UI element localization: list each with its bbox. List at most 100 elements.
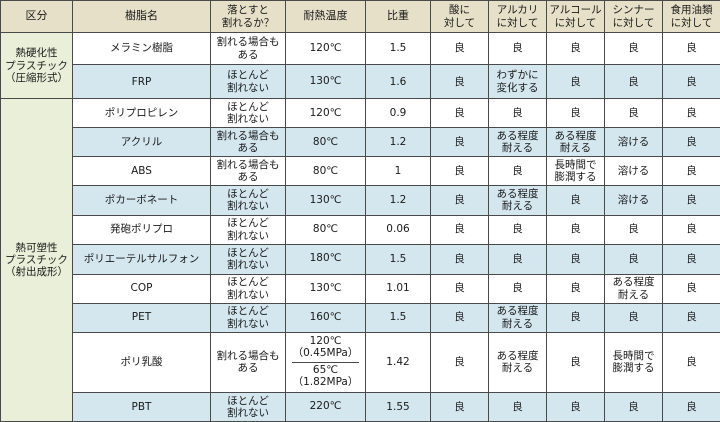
alcohol-resistance-cell-line1: 良 xyxy=(570,42,581,55)
header-drop-line1: 落とすと xyxy=(227,4,269,17)
drop-breakage-cell-line2: 割れない xyxy=(227,317,269,330)
heat-temperature-cell: 120℃ （0.45MPa） 65℃ （1.82MPa） xyxy=(285,331,366,393)
resin-name-cell-line1: ABS xyxy=(131,165,152,178)
resin-name-cell-line1: 発砲ポリプロ xyxy=(110,223,173,236)
resin-name-cell-line1: メラミン樹脂 xyxy=(110,42,173,55)
alcohol-resistance-cell: 良 xyxy=(546,98,605,129)
cooking-oil-resistance-cell-line1: 良 xyxy=(686,400,697,413)
specific-gravity-cell-line1: 0.06 xyxy=(386,223,410,236)
heat-temperature-part1: 80℃ xyxy=(312,164,339,177)
alkali-resistance-cell-line2: 耐える xyxy=(501,200,534,213)
alkali-resistance-cell-line2: 変化する xyxy=(496,81,539,94)
drop-breakage-cell: ほとんど 割れない xyxy=(210,391,286,422)
header-thinner-line1: シンナー xyxy=(612,4,655,17)
cooking-oil-resistance-cell: 良 xyxy=(662,64,720,100)
table-row: 熱可塑性 プラスチック （射出成形） ポリプロピレン ほとんど 割れない 120℃ 0.9 良良… xyxy=(0,98,720,422)
alcohol-resistance-cell: 長時間で 膨潤する xyxy=(546,156,605,187)
heat-temperature-cell: 160℃ xyxy=(285,302,366,333)
cooking-oil-resistance-cell-line1: 良 xyxy=(686,75,697,88)
drop-breakage-cell-line1: ほとんど xyxy=(227,305,269,318)
table-header-row: 区分 樹脂名 落とすと 割れるか？ 耐熱温度 比重 酸に 対して アルカリ に対… xyxy=(0,0,720,33)
alkali-resistance-cell: わずかに 変化する xyxy=(488,64,547,100)
alcohol-resistance-cell: 良 xyxy=(546,273,605,304)
cooking-oil-resistance-cell-line1: 良 xyxy=(686,252,697,265)
alkali-resistance-cell-line1: わずかに xyxy=(496,69,539,82)
resin-name-cell: ポカーボネート xyxy=(72,185,211,216)
heat-temperature-part1: 120℃ xyxy=(309,335,342,348)
alkali-resistance-cell: 良 xyxy=(488,98,547,129)
specific-gravity-cell: 1.5 xyxy=(365,31,431,66)
header-oil-line2: に対して xyxy=(670,16,713,29)
category-thermoset-line2: プラスチック xyxy=(5,59,68,72)
specific-gravity-cell: 1.2 xyxy=(365,185,431,216)
acid-resistance-cell-line1: 良 xyxy=(454,42,465,55)
drop-breakage-cell-line1: ほとんど xyxy=(227,188,269,201)
acid-resistance-cell-line1: 良 xyxy=(454,311,465,324)
heat-divider xyxy=(292,361,359,363)
drop-breakage-cell-line1: ほとんど xyxy=(227,101,269,114)
heat-temperature-part1: 130℃ xyxy=(309,281,342,294)
acid-resistance-cell-line1: 良 xyxy=(454,252,465,265)
drop-breakage-cell-line2: 割れない xyxy=(227,406,269,419)
alcohol-resistance-cell: 良 xyxy=(546,302,605,333)
alkali-resistance-cell-line1: 良 xyxy=(512,400,523,413)
specific-gravity-cell: 1.2 xyxy=(365,127,431,158)
heat-temperature-part1: 160℃ xyxy=(309,310,342,323)
resin-name-cell-line1: ポカーボネート xyxy=(104,194,179,207)
alcohol-resistance-cell: 良 xyxy=(546,185,605,216)
thinner-resistance-cell-line1: 良 xyxy=(628,107,639,120)
thinner-resistance-cell-line1: 良 xyxy=(628,42,639,55)
drop-breakage-cell: 割れる場合も ある xyxy=(210,31,286,66)
specific-gravity-cell: 1.55 xyxy=(365,391,431,422)
alcohol-resistance-cell-line1: 長時間で xyxy=(554,159,597,172)
acid-resistance-cell-line1: 良 xyxy=(454,282,465,295)
cooking-oil-resistance-cell: 良 xyxy=(662,127,720,158)
drop-breakage-cell-line2: 割れない xyxy=(227,113,269,126)
alkali-resistance-cell: 良 xyxy=(488,214,547,245)
alcohol-resistance-cell-line1: 良 xyxy=(570,400,581,413)
table-row: PBT ほとんど 割れない 220℃ 1.55 良 良 良 良 良 xyxy=(1,391,720,422)
alcohol-resistance-cell-line1: 良 xyxy=(570,107,581,120)
drop-breakage-cell-line1: ほとんど xyxy=(227,69,269,82)
thinner-resistance-cell-line1: 溶ける xyxy=(617,165,650,178)
resin-name-cell-line1: アクリル xyxy=(120,136,163,149)
table-row: ポリエーテルサルフォン ほとんど 割れない 180℃ 1.5 良良良良良 xyxy=(1,243,720,275)
header-alkali-line2: に対して xyxy=(496,16,539,29)
alkali-resistance-cell-line1: 良 xyxy=(512,282,523,295)
resin-name-cell: 発砲ポリプロ xyxy=(72,214,211,245)
heat-temperature-part1: 120℃ xyxy=(309,106,342,119)
resin-name-cell-line1: ポリ乳酸 xyxy=(120,356,163,369)
drop-breakage-cell-line2: ある xyxy=(237,171,259,184)
cooking-oil-resistance-cell-line1: 良 xyxy=(686,282,697,295)
header-alkali-line1: アルカリ xyxy=(496,4,539,17)
specific-gravity-cell-line1: 1.2 xyxy=(389,194,407,207)
acid-resistance-cell: 良 xyxy=(430,214,489,245)
heat-temperature-part1: 130℃ xyxy=(309,74,342,87)
table-row: ポカーボネート ほとんど 割れない 130℃ 1.2 良 ある程度 耐える 良 溶ける 良 xyxy=(1,185,720,216)
drop-breakage-cell: ほとんど 割れない xyxy=(210,64,286,100)
acid-resistance-cell-line1: 良 xyxy=(454,400,465,413)
category-cell-thermoset: 熱硬化性 プラスチック （圧縮形式） xyxy=(0,31,73,100)
specific-gravity-cell: 1.01 xyxy=(365,273,431,304)
alkali-resistance-cell-line1: ある程度 xyxy=(496,305,539,318)
drop-breakage-cell: ほとんど 割れない xyxy=(210,185,286,216)
header-oil-line1: 食用油類 xyxy=(670,4,713,17)
acid-resistance-cell-line1: 良 xyxy=(454,165,465,178)
acid-resistance-cell: 良 xyxy=(430,243,489,275)
heat-temperature-cell: 130℃ xyxy=(285,185,366,216)
alcohol-resistance-cell-line1: 良 xyxy=(570,75,581,88)
specific-gravity-cell-line1: 1.5 xyxy=(389,311,407,324)
acid-resistance-cell-line1: 良 xyxy=(454,107,465,120)
drop-breakage-cell-line2: 割れない xyxy=(227,259,269,272)
cooking-oil-resistance-cell: 良 xyxy=(662,214,720,245)
thinner-resistance-cell-line2: 耐える xyxy=(617,288,650,301)
alkali-resistance-cell-line2: 耐える xyxy=(501,142,534,155)
resin-name-cell-line1: FRP xyxy=(131,75,152,88)
resin-name-cell-line1: PET xyxy=(131,311,152,324)
resin-name-cell: FRP xyxy=(72,64,211,100)
heat-temperature-cell: 130℃ xyxy=(285,273,366,304)
alcohol-resistance-cell-line1: 良 xyxy=(570,282,581,295)
thinner-resistance-cell-line1: 良 xyxy=(628,252,639,265)
cooking-oil-resistance-cell: 良 xyxy=(662,391,720,422)
thinner-resistance-cell-line1: ある程度 xyxy=(612,276,655,289)
